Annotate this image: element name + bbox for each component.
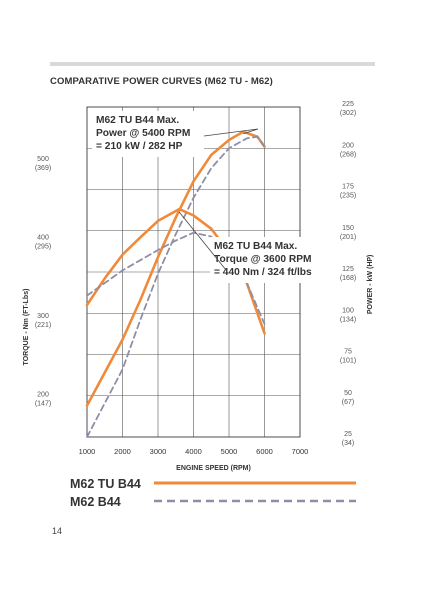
torque-axis-title: TORQUE - Nm (FT-Lbs) [23,289,30,366]
x-tick-label: 2000 [114,447,131,456]
power-tick-sublabel: (34) [342,440,354,447]
power-tick-sublabel: (302) [340,110,356,117]
x-tick-label: 5000 [221,447,238,456]
torque-tick-sublabel: (295) [35,244,51,251]
power-tick-sublabel: (134) [340,316,356,323]
torque-tick-label: 300 [37,313,49,320]
annotation-box [210,237,322,283]
header-rule [50,62,375,66]
m62tu-b44-power-line [85,130,266,407]
torque-tick-label: 500 [37,156,49,163]
power-tick-label: 200 [342,142,354,149]
power-tick-label: 150 [342,225,354,232]
annotation-text: = 440 Nm / 324 ft/lbs [214,267,312,278]
power-tick-sublabel: (235) [340,193,356,200]
annotation-leader [203,128,259,137]
power-tick-sublabel: (201) [340,234,356,241]
power-tick-label: 50 [344,390,352,397]
annotation-text: = 210 kW / 282 HP [96,141,183,152]
x-tick-label: 7000 [292,447,309,456]
annotation-text: M62 TU B44 Max. [214,241,297,252]
power-tick-label: 25 [344,431,352,438]
power-tick-label: 75 [344,349,352,356]
power-axis-title: POWER - kW (HP) [367,255,374,315]
x-tick-label: 4000 [185,447,202,456]
power-tick-sublabel: (101) [340,358,356,365]
annotation-text: Torque @ 3600 RPM [214,254,312,265]
torque-tick-sublabel: (369) [35,165,51,172]
power-tick-sublabel: (268) [340,151,356,158]
power-tick-label: 225 [342,101,354,108]
x-axis-title: ENGINE SPEED (RPM) [176,465,251,472]
annotation-box [92,111,204,157]
x-tick-label: 6000 [256,447,273,456]
power-tick-label: 100 [342,307,354,314]
power-tick-sublabel: (168) [340,275,356,282]
m62-b44-power-line [86,135,266,438]
legend-label: M62 B44 [70,495,121,509]
torque-tick-sublabel: (147) [35,401,51,408]
legend-label: M62 TU B44 [70,477,141,491]
annotation-leader [178,211,227,271]
torque-tick-label: 200 [37,392,49,399]
page-title: COMPARATIVE POWER CURVES (M62 TU - M62) [50,76,273,87]
power-tick-sublabel: (67) [342,399,354,406]
x-tick-label: 1000 [79,447,96,456]
page-number: 14 [52,526,63,536]
power-tick-label: 175 [342,184,354,191]
power-tick-label: 125 [342,266,354,273]
annotation-text: Power @ 5400 RPM [96,128,190,139]
annotation-text: M62 TU B44 Max. [96,115,179,126]
x-tick-label: 3000 [150,447,167,456]
torque-tick-sublabel: (221) [35,322,51,329]
torque-tick-label: 400 [37,235,49,242]
